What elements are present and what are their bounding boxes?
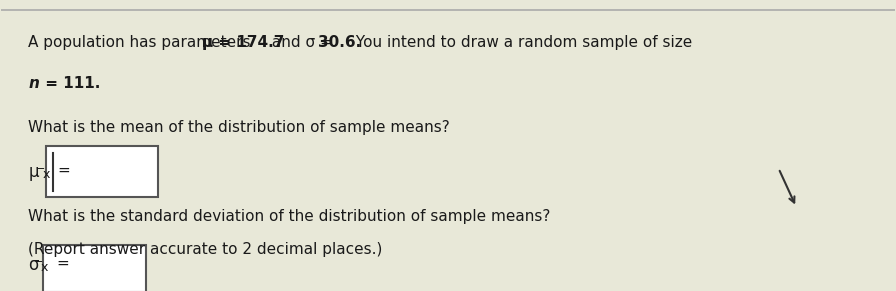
Text: ̅x: ̅x — [41, 261, 49, 274]
Text: You intend to draw a random sample of size: You intend to draw a random sample of si… — [350, 35, 692, 50]
Text: What is the standard deviation of the distribution of sample means?: What is the standard deviation of the di… — [28, 209, 550, 223]
FancyBboxPatch shape — [43, 245, 146, 291]
Text: ̅x: ̅x — [43, 168, 51, 181]
Text: = 111.: = 111. — [39, 77, 100, 91]
Text: and σ =: and σ = — [267, 35, 338, 50]
Text: =: = — [56, 256, 69, 271]
Text: n: n — [28, 77, 39, 91]
Text: 30.6.: 30.6. — [318, 35, 362, 50]
Text: μ = 174.7: μ = 174.7 — [202, 35, 285, 50]
FancyBboxPatch shape — [46, 146, 158, 198]
Text: What is the mean of the distribution of sample means?: What is the mean of the distribution of … — [28, 120, 450, 135]
Text: (Report answer accurate to 2 decimal places.): (Report answer accurate to 2 decimal pla… — [28, 242, 383, 257]
Text: μ: μ — [28, 163, 39, 181]
Text: =: = — [57, 163, 71, 178]
Text: A population has parameters: A population has parameters — [28, 35, 255, 50]
Text: σ: σ — [28, 256, 39, 274]
